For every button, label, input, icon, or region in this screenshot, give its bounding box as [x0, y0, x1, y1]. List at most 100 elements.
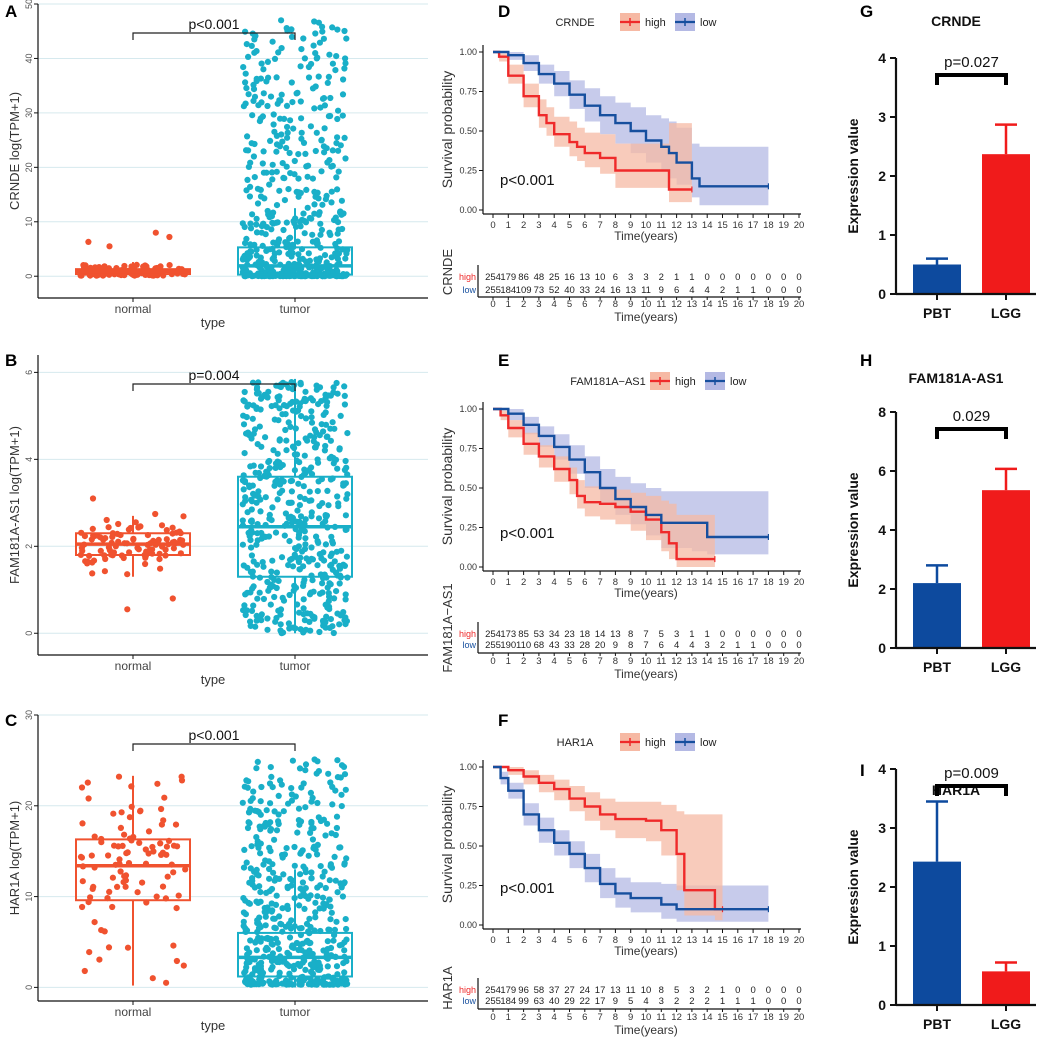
- tumor-point: [296, 256, 303, 263]
- risk-low-count: 9: [613, 996, 618, 1007]
- tumor-point: [307, 892, 314, 899]
- y-tick-label: 0: [878, 640, 886, 656]
- tumor-point: [264, 58, 271, 65]
- tumor-point: [275, 792, 282, 800]
- tumor-point: [343, 495, 350, 502]
- normal-point: [121, 262, 128, 270]
- tumor-point: [310, 960, 317, 967]
- tumor-point: [282, 510, 289, 517]
- risk-y-axis-title: FAM181A−AS1: [440, 583, 455, 672]
- tumor-point: [320, 95, 328, 102]
- risk-x-tick-label: 7: [597, 299, 602, 310]
- normal-point: [137, 807, 144, 814]
- tumor-point: [262, 857, 269, 864]
- tumor-point: [265, 74, 272, 81]
- tumor-point: [268, 517, 275, 524]
- tumor-point: [239, 501, 246, 508]
- tumor-point: [309, 950, 316, 958]
- tumor-point: [280, 980, 287, 987]
- tumor-point: [309, 836, 316, 843]
- tumor-point: [251, 492, 258, 499]
- tumor-point: [306, 618, 313, 626]
- tumor-point: [323, 951, 330, 958]
- normal-point: [169, 524, 176, 531]
- tumor-point: [253, 937, 260, 944]
- tumor-point: [321, 149, 328, 156]
- tumor-point: [242, 28, 249, 35]
- tumor-point: [331, 595, 338, 602]
- x-tick-label: tumor: [280, 1005, 311, 1019]
- x-tick-label: 18: [763, 577, 774, 588]
- tumor-point: [306, 940, 313, 947]
- tumor-point: [264, 207, 271, 215]
- x-tick-label: 5: [567, 935, 572, 946]
- normal-point: [105, 544, 112, 551]
- tumor-point: [328, 909, 335, 916]
- risk-low-count: 1: [720, 996, 725, 1007]
- tumor-point: [267, 764, 274, 771]
- tumor-point: [309, 397, 316, 404]
- tumor-point: [247, 568, 254, 576]
- x-tick-label: 17: [748, 220, 759, 231]
- normal-point: [105, 852, 112, 859]
- tumor-point: [312, 30, 319, 37]
- tumor-point: [289, 99, 296, 106]
- tumor-point: [324, 159, 331, 166]
- tumor-point: [305, 63, 312, 71]
- tumor-point: [343, 35, 350, 42]
- normal-point: [136, 839, 143, 847]
- normal-point: [88, 852, 95, 859]
- tumor-point: [339, 112, 346, 119]
- normal-point: [139, 879, 146, 886]
- tumor-point: [312, 909, 319, 916]
- risk-high-count: 23: [564, 629, 575, 640]
- x-tick-label: 13: [687, 935, 698, 946]
- tumor-point: [264, 934, 271, 942]
- tumor-point: [241, 969, 248, 976]
- tumor-point: [322, 196, 329, 203]
- tumor-point: [291, 157, 298, 165]
- tumor-point: [313, 386, 320, 393]
- normal-point: [159, 883, 167, 890]
- risk-x-tick-label: 13: [687, 1012, 698, 1023]
- tumor-point: [268, 940, 275, 947]
- tumor-point: [328, 199, 335, 206]
- tumor-point: [248, 607, 256, 615]
- normal-point: [106, 888, 113, 896]
- normal-point: [106, 243, 113, 250]
- tumor-point: [242, 494, 249, 501]
- tumor-point: [268, 403, 275, 410]
- risk-low-count: 255: [485, 996, 501, 1007]
- risk-low-count: 24: [595, 285, 606, 296]
- risk-x-tick-label: 15: [717, 299, 728, 310]
- tumor-point: [277, 464, 284, 471]
- tumor-point: [313, 55, 320, 62]
- tumor-point: [342, 916, 349, 923]
- risk-x-tick-label: 11: [656, 656, 666, 667]
- normal-point: [170, 842, 178, 849]
- tumor-point: [258, 60, 265, 67]
- normal-point: [79, 878, 86, 885]
- risk-high-count: 25: [549, 272, 560, 283]
- tumor-point: [283, 144, 290, 152]
- tumor-point: [275, 417, 282, 424]
- tumor-point: [329, 783, 336, 791]
- tumor-point: [283, 219, 290, 226]
- risk-high-count: 13: [610, 985, 621, 996]
- tumor-point: [308, 869, 315, 876]
- tumor-point: [300, 210, 307, 217]
- tumor-point: [249, 877, 256, 885]
- y-tick-label: 2: [24, 544, 34, 549]
- x-tick-label: 8: [613, 577, 618, 588]
- tumor-point: [336, 942, 343, 949]
- normal-point: [89, 559, 96, 566]
- risk-x-tick-label: 6: [582, 299, 587, 310]
- risk-x-tick-label: 12: [671, 1012, 682, 1023]
- tumor-point: [314, 893, 321, 900]
- tumor-point: [253, 947, 260, 954]
- y-tick-label: 0: [24, 274, 34, 279]
- risk-high-count: 0: [796, 272, 801, 283]
- x-tick-label: 9: [628, 220, 633, 231]
- risk-high-count: 0: [735, 272, 740, 283]
- tumor-point: [247, 159, 254, 166]
